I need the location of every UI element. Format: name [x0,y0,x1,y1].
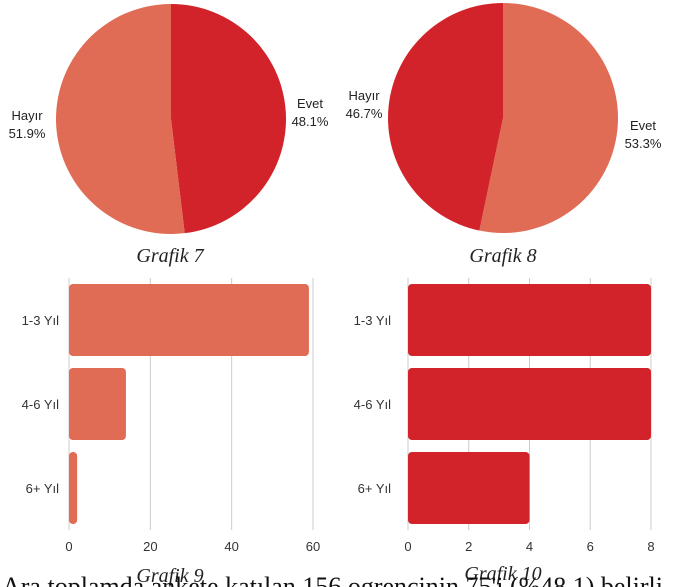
pie-label-evet: Evet [297,96,323,111]
bar-4-6-y-l [69,368,126,440]
category-label: 4-6 Yıl [354,397,391,412]
pie-slice-evet [479,3,619,234]
pie-slice-hay-r [55,4,185,235]
bar-6-y-l [69,452,78,524]
bar-chart-grafik-10: 0 2 4 6 8 1-3 Yıl 4-6 Yıl 6+ Yıl [354,278,655,554]
x-tick-label: 20 [143,539,157,554]
category-label: 6+ Yıl [358,481,391,496]
bar-1-3-y-l [69,284,309,356]
category-label: 1-3 Yıl [22,313,59,328]
bar-4-6-y-l [408,368,651,440]
category-label: 6+ Yıl [26,481,59,496]
body-text-line: Ara toplamda ankete katılan 156 ogrencin… [2,572,663,587]
category-label: 1-3 Yıl [354,313,391,328]
pie-label-hay-r: Hayır [348,88,380,103]
pie-label-hay-r: Hayır [11,108,43,123]
caption-grafik-8: Grafik 8 [469,245,536,267]
caption-grafik-10: Grafik 10 [464,563,541,585]
category-label: 4-6 Yıl [22,397,59,412]
caption-grafik-9: Grafik 9 [136,565,203,587]
bar-chart-grafik-9: 0 20 40 60 1-3 Yıl 4-6 Yıl 6+ Yıl [22,278,320,554]
x-tick-label: 8 [647,539,654,554]
pie-slice-evet [171,4,286,234]
bar-1-3-y-l [408,284,651,356]
pie-chart-grafik-8: Evet 53.3% Hayır 46.7% [346,3,662,234]
x-tick-label: 0 [65,539,72,554]
x-tick-label: 0 [404,539,411,554]
bar-6-y-l [408,452,530,524]
pie-value-label-evet: 53.3% [625,136,662,151]
pie-value-label-evet: 48.1% [292,114,329,129]
pie-value-label-hay-r: 51.9% [9,126,46,141]
x-tick-label: 60 [306,539,320,554]
x-tick-label: 6 [587,539,594,554]
pie-value-label-hay-r: 46.7% [346,106,383,121]
pie-slice-hay-r [388,3,503,231]
x-tick-label: 40 [224,539,238,554]
pie-chart-grafik-7: Evet 48.1% Hayır 51.9% [9,4,329,235]
x-tick-label: 4 [526,539,533,554]
x-tick-label: 2 [465,539,472,554]
caption-grafik-7: Grafik 7 [136,245,204,267]
pie-label-evet: Evet [630,118,656,133]
